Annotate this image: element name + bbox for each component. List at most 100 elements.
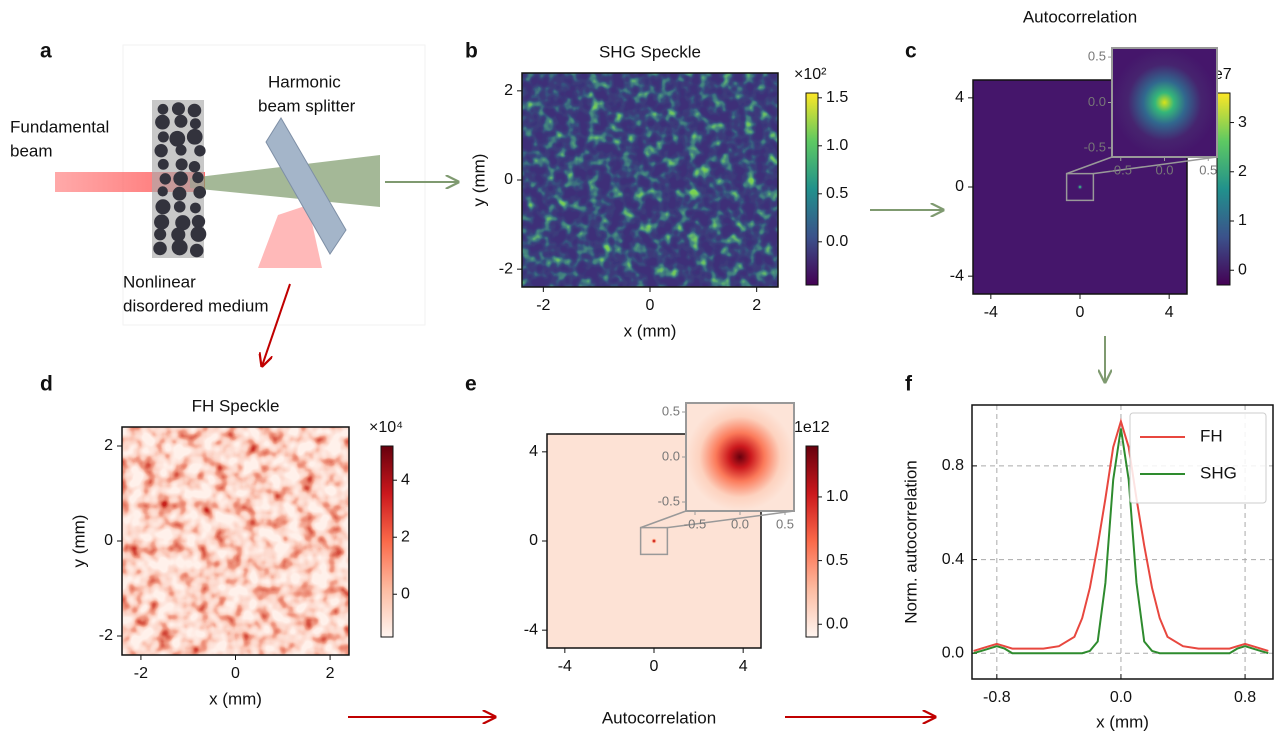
x-tick-label: -0.8 <box>983 689 1011 706</box>
speckle-image <box>522 73 778 287</box>
x-tick-label: 4 <box>739 658 748 675</box>
y-tick-label: 0.8 <box>942 457 964 474</box>
diagram-label: disordered medium <box>123 296 269 315</box>
colorbar-tick-label: 1 <box>1238 212 1247 229</box>
inset-image <box>685 402 795 512</box>
grain <box>194 145 206 157</box>
x-tick-label: 0.0 <box>1110 689 1132 706</box>
zoom-region <box>639 526 669 556</box>
arrow-label: Autocorrelation <box>602 708 716 727</box>
x-tick-label: -2 <box>134 665 148 682</box>
y-tick-label: 2 <box>504 82 513 99</box>
colorbar-tick-label: 0 <box>1238 261 1247 278</box>
legend-label: FH <box>1200 426 1223 445</box>
y-tick-label: 0 <box>529 532 538 549</box>
colorbar-tick-label: 2 <box>401 528 410 545</box>
grain <box>173 200 186 213</box>
y-tick-label: 0.0 <box>942 644 964 661</box>
colorbar <box>805 445 819 638</box>
grain <box>187 103 202 118</box>
inset-y-tick-label: -0.5 <box>658 493 680 508</box>
x-tick-label: 0 <box>646 297 655 314</box>
y-axis-label: Norm. autocorrelation <box>901 460 920 623</box>
inset-y-tick-label: 0.0 <box>662 448 680 463</box>
grain <box>154 214 170 230</box>
colorbar-tick-label: 0.5 <box>826 185 848 202</box>
y-axis-label: y (mm) <box>469 154 488 207</box>
inset-x-tick-label: 0.5 <box>1199 162 1217 177</box>
inset-x-tick-label: 0.0 <box>731 516 749 531</box>
diagram-label: Harmonic <box>268 72 341 91</box>
y-tick-label: -4 <box>950 267 964 284</box>
colorbar-offset-label: ×10⁴ <box>369 419 403 436</box>
legend-label: SHG <box>1200 463 1237 482</box>
grain <box>186 128 203 145</box>
grain <box>190 226 207 242</box>
panel-label: b <box>465 40 478 63</box>
grain <box>189 243 204 258</box>
y-tick-label: 4 <box>529 443 538 460</box>
zoom-region <box>1065 172 1095 202</box>
inset-y-tick-label: 0.5 <box>662 403 680 418</box>
diagram-label: Nonlinear <box>123 272 196 291</box>
colorbar-tick-label: 0 <box>401 585 410 602</box>
x-tick-label: 2 <box>326 665 335 682</box>
inset-y-tick-label: -0.5 <box>1084 139 1106 154</box>
colorbar-tick-label: 1.0 <box>826 488 848 505</box>
speckle-image <box>122 427 349 655</box>
grain <box>157 158 169 170</box>
axes-frame <box>971 404 1274 680</box>
legend-box <box>1129 412 1267 504</box>
colorbar <box>805 92 819 286</box>
inset-image <box>1111 47 1218 158</box>
colorbar-tick-label: 4 <box>401 471 410 488</box>
grain <box>172 186 187 201</box>
grain <box>190 202 201 214</box>
inset-x-tick-label: 0.0 <box>1155 162 1173 177</box>
y-tick-label: 0 <box>104 532 113 549</box>
colorbar-offset-label: 1e12 <box>794 419 830 436</box>
zoom-connector <box>1066 156 1113 175</box>
autocorrelation-peak <box>1077 184 1083 190</box>
colorbar <box>1216 92 1231 286</box>
grain <box>191 214 206 229</box>
grain <box>175 215 191 231</box>
diagram-label: Fundamental <box>10 117 109 136</box>
x-axis-label: x (mm) <box>1096 712 1149 731</box>
grain <box>159 173 172 185</box>
x-tick-label: 2 <box>752 297 761 314</box>
colorbar-tick-label: 0.5 <box>826 552 848 569</box>
x-tick-label: -4 <box>558 658 572 675</box>
y-tick-label: 2 <box>104 437 113 454</box>
x-tick-label: 0 <box>231 665 240 682</box>
panel-label: a <box>40 40 52 63</box>
inset-y-tick-label: 0.0 <box>1088 94 1106 109</box>
diagram-label: beam <box>10 141 53 160</box>
y-tick-label: -4 <box>524 621 538 638</box>
x-tick-label: 0 <box>650 658 659 675</box>
grain <box>171 239 188 256</box>
arrows <box>262 182 1105 717</box>
grain <box>189 118 201 130</box>
colorbar-tick-label: 0.0 <box>826 233 848 250</box>
zoom-connector <box>667 510 795 529</box>
grain <box>155 199 171 215</box>
grain <box>175 144 187 156</box>
x-tick-label: -4 <box>984 304 998 321</box>
inset-x-tick-label: 0.5 <box>776 516 794 531</box>
panel-label: d <box>40 373 53 396</box>
grain <box>153 241 167 256</box>
colorbar-tick-label: 3 <box>1238 114 1247 131</box>
x-axis-label: x (mm) <box>209 689 262 708</box>
y-tick-label: 0 <box>955 178 964 195</box>
grain <box>193 185 207 199</box>
grain <box>169 130 186 147</box>
setup-diagram <box>55 44 426 326</box>
colorbar-tick-label: 1.0 <box>826 137 848 154</box>
grain <box>175 158 188 171</box>
grain <box>174 114 188 128</box>
data-line <box>973 417 1269 652</box>
grain <box>192 171 204 184</box>
colorbar-tick-label: 2 <box>1238 163 1247 180</box>
panel-label: f <box>905 373 913 396</box>
